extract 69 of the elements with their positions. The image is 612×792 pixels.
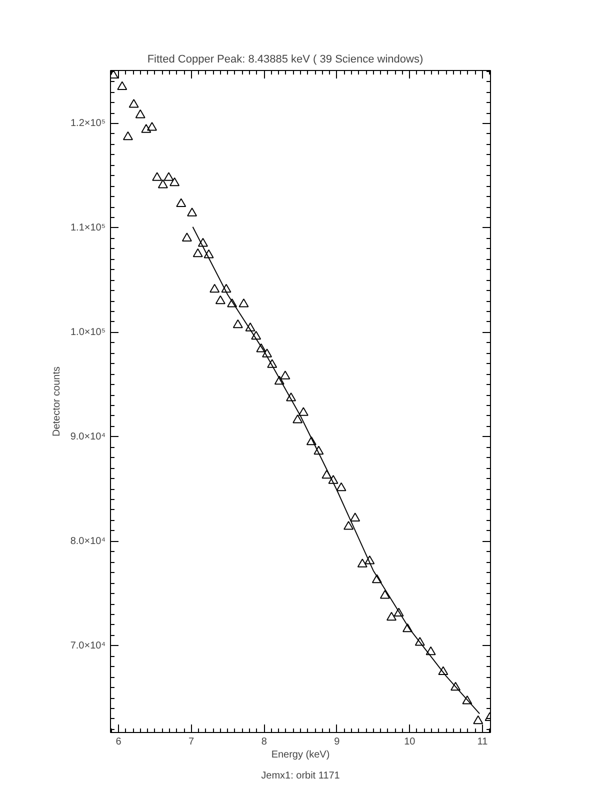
y-tick-label: 9.0×10⁴ xyxy=(70,431,106,442)
point xyxy=(128,98,139,108)
point xyxy=(267,359,278,368)
point xyxy=(164,172,174,181)
point xyxy=(328,475,338,484)
point xyxy=(182,232,192,242)
point xyxy=(262,348,272,358)
point xyxy=(227,298,238,308)
x-axis-title: Energy (keV) xyxy=(271,750,330,760)
point xyxy=(232,319,243,328)
text: Jemx1: orbit 1171 xyxy=(261,770,340,782)
point xyxy=(256,343,266,352)
point xyxy=(473,715,484,724)
point xyxy=(141,124,152,133)
point xyxy=(274,376,284,385)
point xyxy=(117,81,128,90)
point xyxy=(372,574,382,584)
point xyxy=(251,330,262,340)
point xyxy=(238,298,249,308)
point xyxy=(322,470,332,479)
point xyxy=(426,646,436,656)
line-series xyxy=(192,226,480,714)
point xyxy=(204,249,214,258)
y-tick-label: 8.0×10⁴ xyxy=(70,536,106,547)
point xyxy=(198,238,208,247)
y-tick-label: 7.0×10⁴ xyxy=(70,640,106,652)
point xyxy=(438,666,448,676)
point xyxy=(414,636,425,646)
point xyxy=(314,446,324,455)
x-tick-label: 10 xyxy=(404,736,416,748)
point xyxy=(245,322,256,332)
x-tick-label: 11 xyxy=(477,736,488,748)
point xyxy=(350,512,360,522)
x-tick-label: 6 xyxy=(116,736,122,748)
point xyxy=(344,521,354,530)
y-axis-title: Detector counts xyxy=(51,366,62,437)
point xyxy=(336,482,346,492)
x-tick-label: 8 xyxy=(261,736,268,748)
point xyxy=(158,179,168,188)
point xyxy=(146,122,157,131)
point xyxy=(292,414,303,424)
point xyxy=(135,109,146,118)
point xyxy=(364,555,375,564)
point xyxy=(357,558,368,568)
point xyxy=(298,407,308,416)
y-tick-label: 1.1×10⁵ xyxy=(70,222,106,234)
point xyxy=(386,612,396,621)
point xyxy=(286,392,296,402)
point xyxy=(192,248,203,258)
point xyxy=(280,370,290,380)
point xyxy=(462,695,472,704)
point xyxy=(306,436,316,446)
point xyxy=(170,177,180,186)
x-tick-label: 7 xyxy=(188,736,195,748)
point xyxy=(210,284,220,293)
point xyxy=(176,198,186,207)
point xyxy=(450,682,461,691)
x-tick-label: 9 xyxy=(334,736,340,748)
point xyxy=(394,608,404,617)
point xyxy=(380,590,390,599)
point xyxy=(152,172,162,181)
point xyxy=(187,208,198,216)
point xyxy=(221,284,232,293)
y-tick-label: 1.0×10⁵ xyxy=(70,326,106,338)
chart-title: Fitted Copper Peak: 8.43885 keV ( 39 Science windows) xyxy=(147,54,424,66)
y-tick-label: 1.2×10⁵ xyxy=(70,118,106,129)
point xyxy=(122,131,133,140)
point xyxy=(215,295,226,304)
point xyxy=(402,623,413,632)
